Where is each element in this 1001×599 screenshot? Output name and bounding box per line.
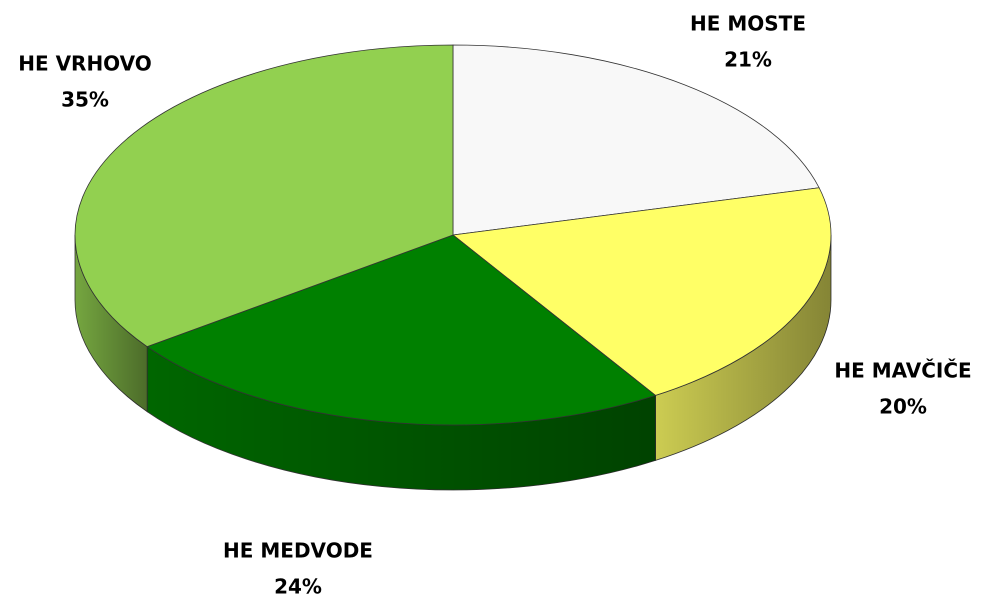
- slice: [146, 234, 657, 426]
- slice-side-shade: [655, 235, 831, 461]
- slice-value-label: 24%: [274, 575, 322, 599]
- slice-label: HE MEDVODE: [223, 539, 373, 563]
- slice: [452, 187, 832, 396]
- labels: HE MOSTE 21% HE MAVČIČE 20% HE MEDVODE 24% HE …: [18, 12, 971, 599]
- slice-value-label: 21%: [724, 48, 772, 72]
- slice: [74, 44, 454, 348]
- slice-label: HE VRHOVO: [18, 52, 152, 76]
- pie-sides: [74, 234, 832, 491]
- slice-value-label: 20%: [879, 395, 927, 419]
- slice: [452, 44, 820, 236]
- slice-label: HE MAVČIČE: [834, 359, 971, 383]
- slice-label: HE MOSTE: [690, 12, 806, 36]
- pie-tops: [74, 44, 832, 426]
- slice-side-shade: [75, 235, 148, 412]
- slice-side-shade: [147, 346, 656, 491]
- slice-value-label: 35%: [61, 88, 109, 112]
